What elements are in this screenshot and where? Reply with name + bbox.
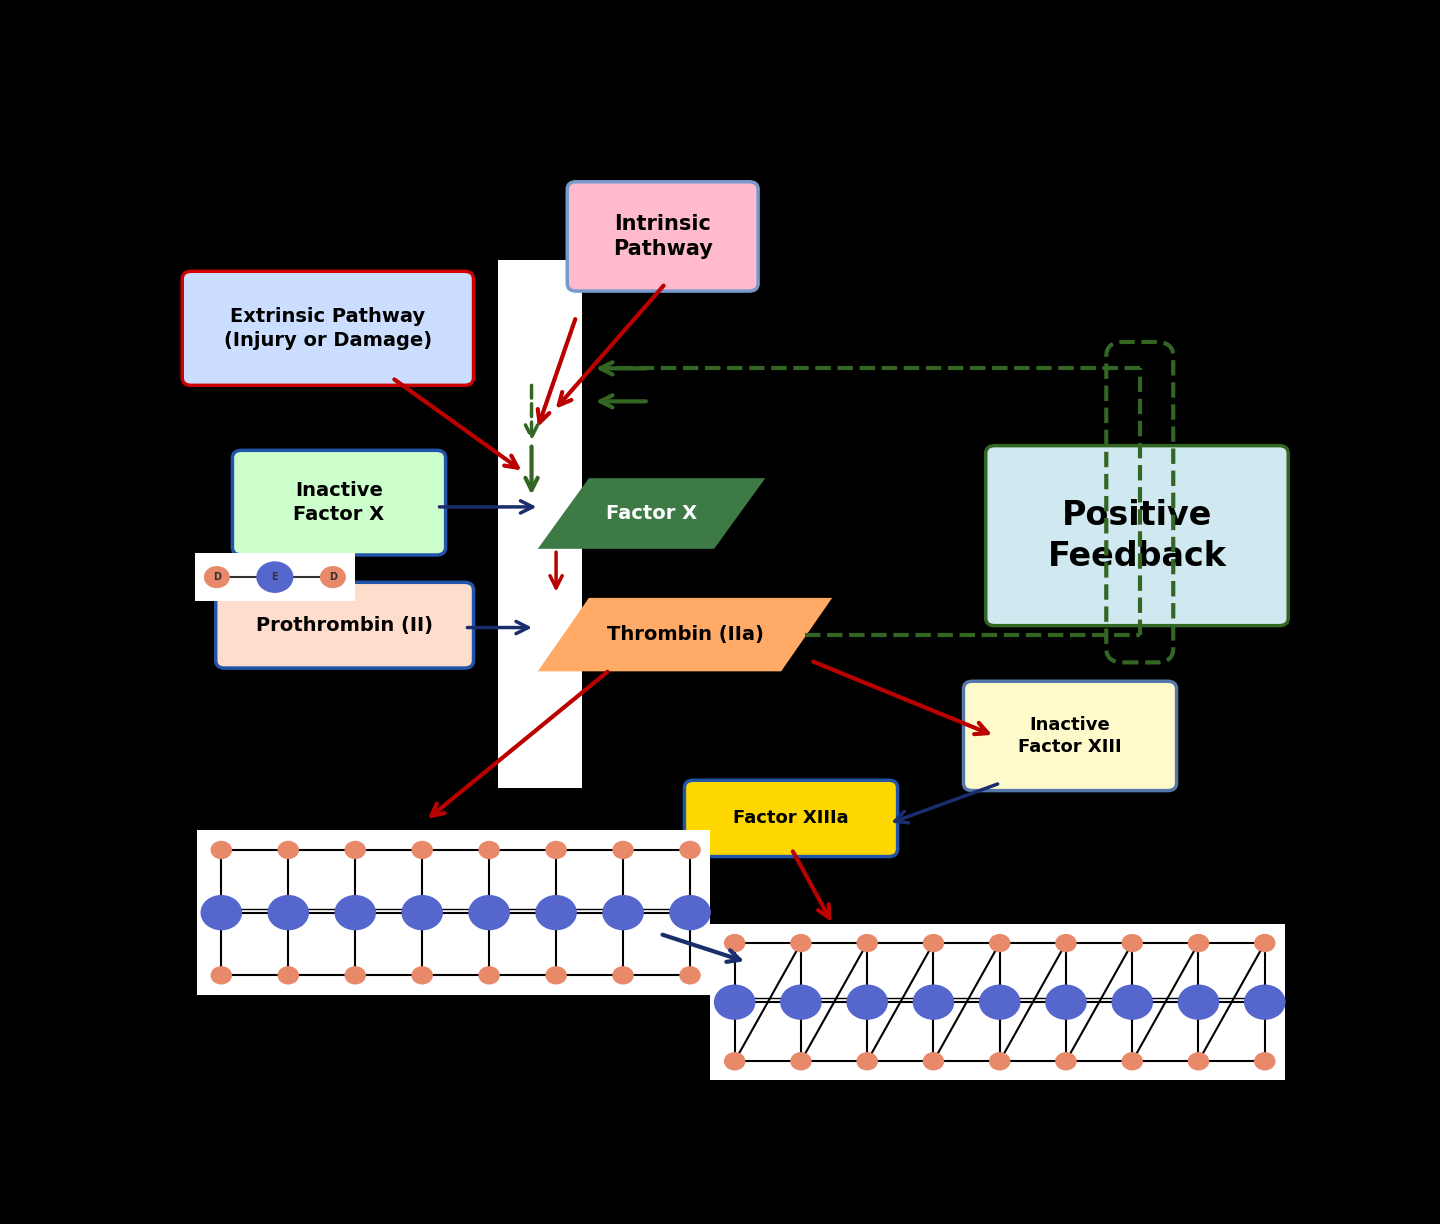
Circle shape (480, 841, 500, 858)
Polygon shape (540, 600, 829, 670)
Circle shape (480, 967, 500, 984)
Circle shape (202, 896, 242, 929)
Circle shape (212, 841, 232, 858)
Text: Thrombin (IIa): Thrombin (IIa) (606, 625, 763, 644)
FancyBboxPatch shape (232, 450, 445, 554)
Circle shape (670, 896, 710, 929)
Circle shape (1254, 1053, 1274, 1070)
Circle shape (724, 935, 744, 951)
FancyBboxPatch shape (216, 583, 474, 668)
FancyBboxPatch shape (197, 830, 710, 995)
Circle shape (1056, 935, 1076, 951)
FancyBboxPatch shape (986, 446, 1289, 625)
Circle shape (989, 935, 1009, 951)
Text: D: D (213, 572, 220, 583)
Text: E: E (272, 572, 278, 583)
Circle shape (680, 967, 700, 984)
Circle shape (546, 841, 566, 858)
Text: Extrinsic Pathway
(Injury or Damage): Extrinsic Pathway (Injury or Damage) (223, 307, 432, 350)
FancyBboxPatch shape (963, 682, 1176, 791)
Text: D: D (328, 572, 337, 583)
Circle shape (1056, 1053, 1076, 1070)
Text: Factor XIIIa: Factor XIIIa (733, 809, 848, 827)
Circle shape (1254, 935, 1274, 951)
FancyBboxPatch shape (183, 272, 474, 386)
Polygon shape (540, 480, 763, 547)
Circle shape (536, 896, 576, 929)
Circle shape (1244, 985, 1284, 1020)
Circle shape (1122, 1053, 1142, 1070)
Circle shape (321, 567, 346, 588)
Circle shape (857, 935, 877, 951)
Circle shape (278, 967, 298, 984)
Circle shape (989, 1053, 1009, 1070)
Circle shape (1178, 985, 1218, 1020)
FancyBboxPatch shape (684, 780, 897, 857)
Circle shape (979, 985, 1020, 1020)
Text: Factor X: Factor X (606, 504, 697, 523)
Circle shape (714, 985, 755, 1020)
Circle shape (412, 967, 432, 984)
Circle shape (603, 896, 644, 929)
Circle shape (212, 967, 232, 984)
Circle shape (857, 1053, 877, 1070)
Circle shape (346, 967, 366, 984)
Circle shape (780, 985, 821, 1020)
Circle shape (791, 1053, 811, 1070)
Circle shape (613, 967, 634, 984)
Circle shape (469, 896, 510, 929)
Circle shape (913, 985, 953, 1020)
Circle shape (256, 562, 292, 592)
Circle shape (1045, 985, 1086, 1020)
Circle shape (346, 841, 366, 858)
Circle shape (546, 967, 566, 984)
Circle shape (412, 841, 432, 858)
Text: Inactive
Factor XIII: Inactive Factor XIII (1018, 716, 1122, 756)
FancyBboxPatch shape (498, 259, 582, 788)
Circle shape (1188, 1053, 1208, 1070)
FancyBboxPatch shape (710, 924, 1284, 1080)
Circle shape (613, 841, 634, 858)
Circle shape (923, 935, 943, 951)
Circle shape (268, 896, 308, 929)
Text: Positive
Feedback: Positive Feedback (1047, 498, 1227, 573)
FancyBboxPatch shape (567, 181, 757, 291)
Circle shape (923, 1053, 943, 1070)
Circle shape (680, 841, 700, 858)
Circle shape (791, 935, 811, 951)
Text: Prothrombin (II): Prothrombin (II) (256, 616, 433, 635)
Circle shape (1188, 935, 1208, 951)
Circle shape (847, 985, 887, 1020)
Circle shape (1112, 985, 1152, 1020)
Circle shape (724, 1053, 744, 1070)
Circle shape (204, 567, 229, 588)
FancyBboxPatch shape (194, 553, 356, 601)
Circle shape (278, 841, 298, 858)
Circle shape (1122, 935, 1142, 951)
Circle shape (402, 896, 442, 929)
Text: Intrinsic
Pathway: Intrinsic Pathway (613, 214, 713, 258)
Text: Inactive
Factor X: Inactive Factor X (294, 481, 384, 524)
Circle shape (336, 896, 376, 929)
